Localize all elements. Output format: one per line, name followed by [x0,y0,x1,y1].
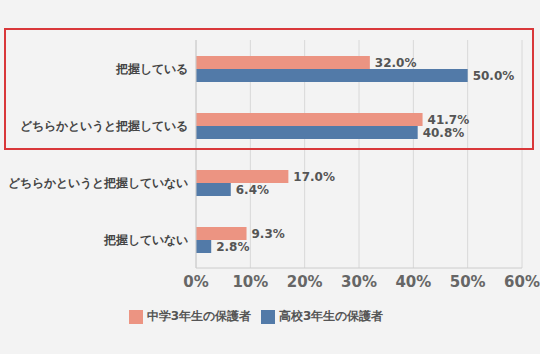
html-text:中学3年生の保護者: 中学3年生の保護者 [146,309,251,323]
svg-text:50%: 50% [450,273,486,291]
svg-text:50.0%: 50.0% [473,69,515,83]
svg-text:60%: 60% [504,273,532,291]
svg-text:把握していない: 把握していない [103,233,188,247]
svg-text:41.7%: 41.7% [428,113,470,127]
svg-text:30%: 30% [341,273,377,291]
svg-text:10%: 10% [232,273,268,291]
svg-text:40.8%: 40.8% [423,126,465,140]
html-text:高校3年生の保護者: 高校3年生の保護者 [279,309,384,323]
svg-text:17.0%: 17.0% [293,170,335,184]
svg-text:9.3%: 9.3% [252,227,285,241]
svg-text:どちらかというと把握している: どちらかというと把握している [20,119,188,133]
svg-text:0%: 0% [183,273,208,291]
svg-text:どちらかというと把握していない: どちらかというと把握していない [8,176,188,190]
svg-text:6.4%: 6.4% [236,183,269,197]
svg-text:32.0%: 32.0% [375,56,417,70]
svg-text:20%: 20% [287,273,323,291]
svg-text:2.8%: 2.8% [216,240,249,254]
svg-text:把握している: 把握している [115,62,188,76]
svg-text:40%: 40% [395,273,431,291]
